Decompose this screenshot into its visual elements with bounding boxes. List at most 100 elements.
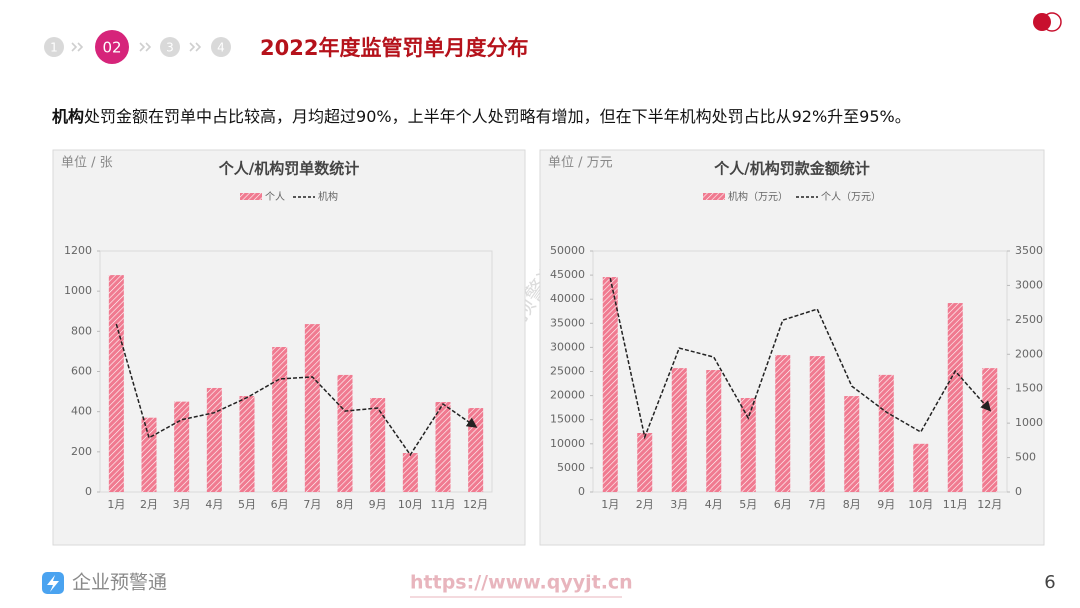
y-tick-label: 0 (578, 485, 585, 498)
x-tick-label: 4月 (705, 498, 723, 511)
x-tick-label: 10月 (398, 498, 423, 511)
y-tick-label: 10000 (550, 437, 585, 450)
footer-logo: 企业预警通 (72, 572, 167, 594)
x-tick-label: 2月 (636, 498, 654, 511)
bar (174, 401, 190, 492)
x-tick-label: 3月 (173, 498, 191, 511)
bar (637, 433, 653, 492)
slide-title: 2022年度监管罚单月度分布 (260, 36, 528, 60)
bar (740, 398, 756, 492)
x-tick-label: 3月 (670, 498, 688, 511)
chart-title: 个人/机构罚款金额统计 (713, 160, 869, 178)
bar (982, 368, 998, 492)
bar (272, 346, 288, 492)
y-tick-label: 1200 (64, 244, 92, 257)
step (211, 37, 231, 57)
x-tick-label: 10月 (908, 498, 933, 511)
x-tick-label: 8月 (336, 498, 354, 511)
intro-text: 处罚金额在罚单中占比较高，月均超过90%，上半年个人处罚略有增加，但在下半年机构… (84, 107, 911, 126)
bar (304, 324, 320, 492)
line (115, 323, 478, 457)
bar (370, 398, 386, 492)
x-tick-label: 6月 (774, 498, 792, 511)
bar (108, 275, 124, 492)
bar (809, 356, 825, 492)
unit-label: 单位 / 张 (61, 156, 113, 171)
y-tick-label: 0 (85, 485, 92, 498)
bar (602, 277, 618, 492)
y-tick-label: 20000 (550, 389, 585, 402)
y-tick-label: 200 (71, 445, 92, 458)
y2-tick-label: 3500 (1015, 244, 1043, 257)
step-active (95, 30, 129, 64)
x-tick-label: 7月 (303, 498, 321, 511)
line (609, 277, 992, 440)
bar (775, 355, 791, 492)
step-label: 02 (102, 39, 121, 57)
step (160, 37, 180, 57)
corner-logo (1033, 12, 1062, 32)
bar (141, 417, 157, 492)
x-tick-label: 6月 (271, 498, 289, 511)
y-tick-label: 5000 (557, 461, 585, 474)
x-tick-label: 12月 (977, 498, 1002, 511)
bar (706, 370, 722, 492)
y-tick-label: 40000 (550, 292, 585, 305)
intro: 机构处罚金额在罚单中占比较高，月均超过90%，上半年个人处罚略有增加，但在下半年… (52, 103, 911, 127)
bar (844, 396, 860, 492)
legend-label: 个人（万元） (821, 191, 881, 203)
y-tick-label: 1000 (64, 284, 92, 297)
x-tick-label: 7月 (808, 498, 826, 511)
legend-label: 机构 (318, 190, 338, 203)
x-tick-label: 11月 (943, 498, 968, 511)
bar (913, 443, 929, 492)
x-tick-label: 9月 (877, 498, 895, 511)
bar (671, 368, 687, 492)
y-tick-label: 45000 (550, 268, 585, 281)
bar (239, 396, 255, 492)
step-chevrons (71, 42, 202, 52)
footer-url: https://www.qyyjt.cn (410, 572, 633, 594)
y2-tick-label: 2000 (1015, 347, 1043, 360)
x-tick-label: 5月 (238, 498, 256, 511)
intro-bold: 机构 (52, 107, 85, 126)
x-tick-label: 1月 (601, 498, 619, 511)
y-tick-label: 25000 (550, 365, 585, 378)
footer-logo-icon (42, 572, 64, 594)
x-tick-label: 4月 (205, 498, 223, 511)
bar (947, 303, 963, 492)
bar (435, 402, 451, 492)
unit-label: 单位 / 万元 (548, 156, 613, 171)
legend-label: 个人 (265, 191, 285, 203)
x-tick-label: 1月 (107, 498, 125, 511)
x-tick-label: 12月 (463, 498, 488, 511)
legend-swatch (240, 193, 262, 200)
y-tick-label: 50000 (550, 244, 585, 257)
step-label: 1 (50, 41, 58, 55)
page-number: 6 (1044, 572, 1055, 593)
x-tick-label: 8月 (843, 498, 861, 511)
bar (878, 374, 894, 492)
y-tick-label: 35000 (550, 316, 585, 329)
y-tick-label: 800 (71, 324, 92, 337)
step-label: 3 (166, 41, 174, 55)
y-tick-label: 400 (71, 405, 92, 418)
y2-tick-label: 0 (1015, 485, 1022, 498)
legend-swatch (703, 193, 725, 200)
bar (468, 408, 484, 492)
bar (402, 453, 418, 492)
y2-tick-label: 3000 (1015, 278, 1043, 291)
legend-label: 机构（万元） (728, 190, 788, 203)
y-tick-label: 30000 (550, 340, 585, 353)
y2-tick-label: 500 (1015, 451, 1036, 464)
x-tick-label: 2月 (140, 498, 158, 511)
step (44, 37, 64, 57)
bar (206, 387, 222, 492)
x-tick-label: 9月 (369, 498, 387, 511)
step-label: 4 (217, 41, 225, 55)
chart-title: 个人/机构罚单数统计 (218, 160, 359, 178)
bar (337, 374, 353, 492)
x-tick-label: 11月 (431, 498, 456, 511)
